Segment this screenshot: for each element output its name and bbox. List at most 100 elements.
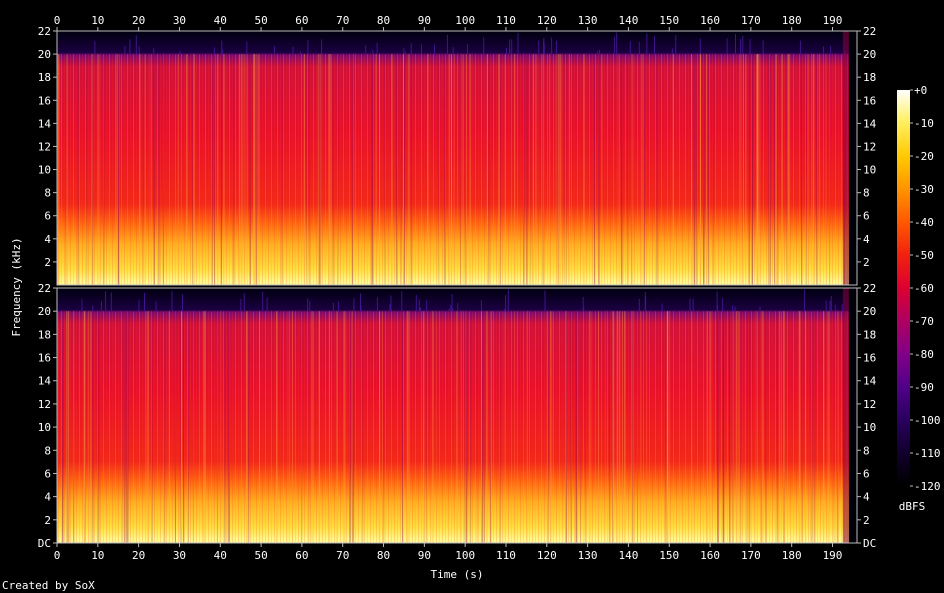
y-tick-label-left: 12 [38,140,51,153]
transient-streak [329,311,330,543]
transient-streak [320,54,322,285]
hf-spike [419,307,421,312]
transient-streak [65,54,67,285]
y-tick-label-right: 16 [863,94,876,107]
transient-streak [243,54,245,285]
transient-streak [158,54,160,285]
y-tick-label-left: 22 [38,25,51,38]
transient-streak [626,54,628,285]
transient-streak [805,54,807,285]
transient-streak [594,54,595,285]
transient-streak [743,54,744,285]
transient-streak [448,54,450,285]
hf-spike [645,296,647,312]
transient-streak [306,54,307,285]
hf-spike [365,45,367,54]
transient-streak [139,54,141,285]
transient-streak [239,54,241,285]
transient-streak [73,311,75,543]
hf-spike [799,40,801,55]
transient-streak [565,311,567,543]
y-tick-label-right: 2 [863,514,870,527]
transient-streak [779,311,781,543]
transient-streak [86,54,88,285]
transient-streak [641,54,643,285]
transient-streak [570,311,572,543]
x-tick-label-bottom: 190 [823,549,843,562]
transient-streak [332,54,334,285]
y-tick-label-left: 14 [38,375,52,388]
transient-streak [98,311,100,543]
transient-streak [245,54,247,285]
transient-streak [503,311,505,543]
transient-streak [761,311,763,543]
transient-streak [379,54,381,285]
hf-spike [834,305,836,312]
y-tick-label-left: 12 [38,398,51,411]
transient-streak [68,311,70,543]
y-tick-label-right: 18 [863,328,876,341]
hf-spike [171,291,173,312]
transient-streak [126,311,128,543]
colorbar-tick-label: -40 [914,216,934,229]
transient-streak [759,54,761,285]
transient-streak [514,54,516,285]
transient-streak [706,311,708,543]
transient-streak [164,311,166,543]
colorbar-tick-label: -110 [914,447,941,460]
transient-streak [526,311,528,543]
colorbar-tick-label: -10 [914,117,934,130]
transient-streak [216,311,218,543]
x-tick-label-top: 150 [659,14,679,27]
hf-spike [418,299,420,312]
transient-streak [740,54,742,285]
transient-streak [555,54,557,285]
transient-streak [542,54,544,285]
channel-2-panel [57,288,857,543]
hf-spike [825,300,827,312]
transient-streak [732,311,734,543]
transient-streak [103,54,105,285]
transient-streak [183,311,184,543]
y-tick-label-left: 14 [38,117,52,130]
transient-streak [149,54,151,285]
transient-streak [403,54,405,285]
transient-streak [62,311,63,543]
transient-streak [259,311,260,543]
transient-streak [214,54,215,285]
transient-streak [349,311,351,543]
transient-streak [144,54,146,285]
transient-streak [575,311,577,543]
y-tick-label-left: 6 [44,467,51,480]
transient-streak [532,54,534,285]
transient-streak [427,54,429,285]
hf-spike [403,48,405,55]
transient-streak [435,311,437,543]
x-tick-label-bottom: 80 [377,549,390,562]
transient-streak [666,311,668,543]
hf-spike [266,297,268,312]
hf-spike [338,301,340,312]
transient-streak [617,54,619,285]
transient-streak [566,54,567,285]
transient-streak [731,311,733,543]
y-tick-label-left: 20 [38,305,51,318]
transient-streak [563,54,565,285]
transient-streak [812,311,814,543]
transient-streak [255,54,257,285]
hf-spike [480,299,482,312]
hf-spike [155,301,157,312]
transient-streak [318,311,320,543]
transient-streak [632,311,634,543]
transient-streak [786,54,788,285]
transient-streak [814,311,816,543]
y-tick-label-left: 4 [44,491,51,504]
transient-streak [737,311,739,543]
hf-spike [222,49,224,55]
transient-streak [375,54,377,285]
y-tick-label-left: 4 [44,233,51,246]
y-tick-label-right: 20 [863,305,876,318]
transient-streak [192,54,193,285]
transient-streak [808,54,810,285]
transient-streak [643,54,645,285]
